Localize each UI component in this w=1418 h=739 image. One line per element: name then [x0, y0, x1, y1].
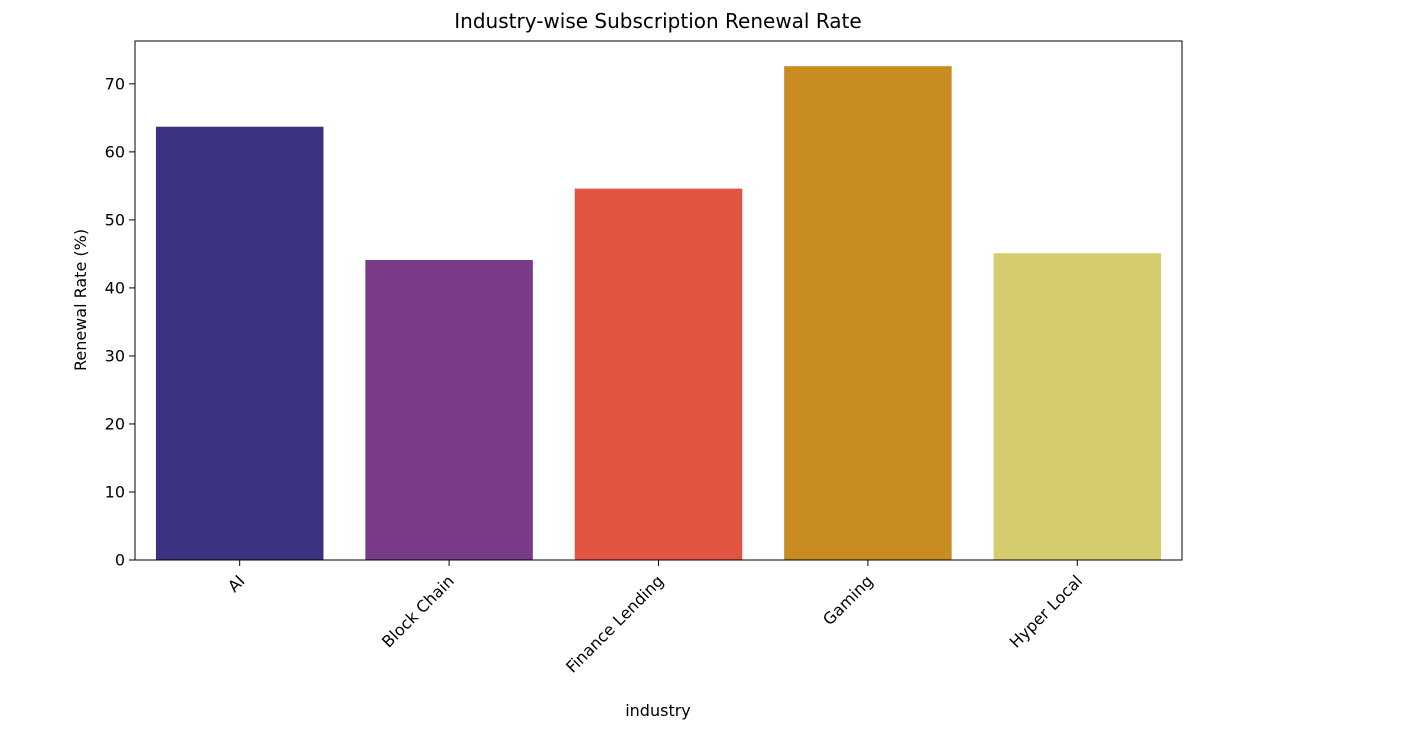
bar-hyper-local — [993, 253, 1162, 560]
y-tick-label: 30 — [105, 346, 125, 365]
y-tick-label: 50 — [105, 210, 125, 229]
y-tick-label: 70 — [105, 74, 125, 93]
y-tick-label: 20 — [105, 414, 125, 433]
y-tick-label: 0 — [115, 551, 125, 570]
y-tick-label: 40 — [105, 278, 125, 297]
bar-gaming — [784, 66, 952, 560]
x-tick-label: AI — [224, 571, 249, 596]
x-tick-label: Gaming — [819, 571, 877, 629]
bars-group — [155, 66, 1162, 560]
x-tick-label: Block Chain — [378, 571, 458, 651]
y-axis-ticks: 0 10 20 30 40 50 60 70 — [105, 74, 135, 570]
y-axis-title: Renewal Rate (%) — [71, 229, 90, 371]
y-tick-label: 60 — [105, 142, 125, 161]
x-tick-label: Hyper Local — [1006, 571, 1086, 651]
x-axis-title: industry — [625, 701, 691, 720]
bar-ai — [155, 126, 324, 560]
plot-frame — [134, 40, 1183, 561]
x-axis-ticks: AI Block Chain Finance Lending Gaming Hyper … — [224, 560, 1086, 677]
x-tick-label: Finance Lending — [562, 571, 667, 676]
y-tick-label: 10 — [105, 482, 125, 501]
bar-block-chain — [365, 260, 533, 560]
bar-finance-lending — [574, 188, 743, 560]
chart-title: Industry-wise Subscription Renewal Rate — [454, 9, 861, 33]
